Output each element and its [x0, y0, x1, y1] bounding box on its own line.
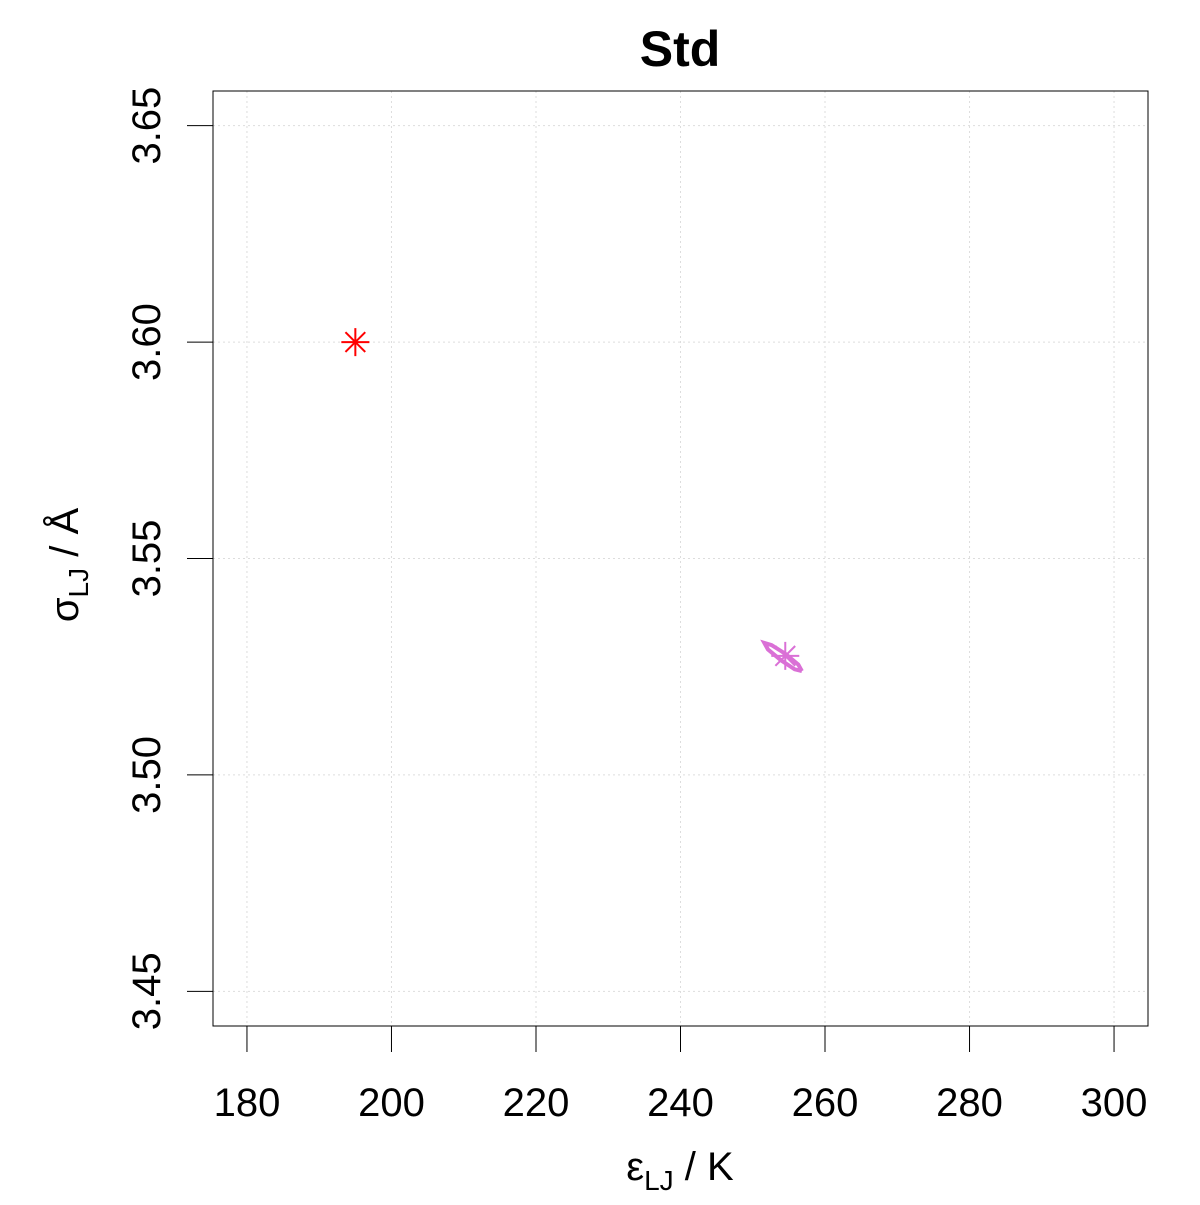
x-label-symbol: ε: [626, 1145, 644, 1189]
contour: [760, 639, 804, 673]
x-tick-label: 280: [936, 1081, 1003, 1125]
y-label-symbol: σ: [43, 597, 87, 622]
y-axis-label: σLJ / Å: [42, 508, 94, 623]
x-label-rest: / K: [674, 1145, 734, 1189]
y-tick-label: 3.65: [125, 87, 169, 165]
y-tick-label: 3.60: [125, 303, 169, 381]
y-tick-label: 3.50: [125, 736, 169, 814]
plot-frame: [212, 90, 1149, 1027]
x-tick-label: 180: [214, 1081, 281, 1125]
y-label-subscript: LJ: [63, 568, 94, 598]
x-axis-label: εLJ / K: [626, 1145, 734, 1196]
x-tick-label: 260: [792, 1081, 859, 1125]
x-tick-label: 200: [358, 1081, 425, 1125]
y-label-rest: / Å: [42, 508, 87, 568]
x-tick-label: 220: [503, 1081, 570, 1125]
y-tick-label: 3.55: [125, 520, 169, 598]
point: [341, 328, 370, 357]
y-tick-label: 3.45: [125, 952, 169, 1030]
x-label-subscript: LJ: [644, 1165, 674, 1196]
x-tick-label: 240: [647, 1081, 714, 1125]
x-tick-label: 300: [1081, 1081, 1148, 1125]
chart-title: Std: [640, 21, 721, 77]
